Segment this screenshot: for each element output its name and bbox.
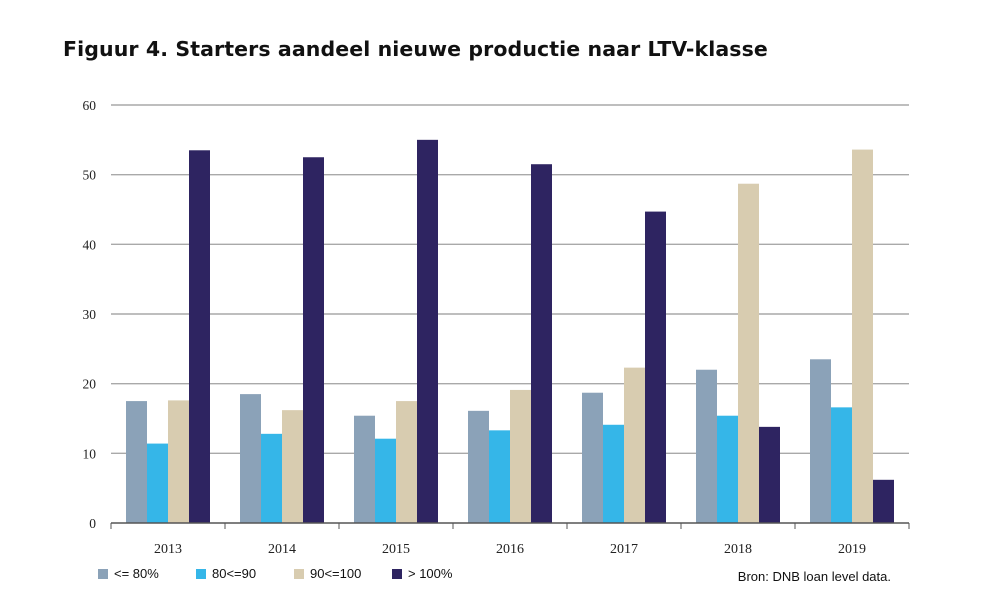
bar bbox=[126, 401, 147, 523]
y-tick-label: 30 bbox=[83, 307, 97, 322]
x-tick-label: 2014 bbox=[268, 542, 296, 557]
bar bbox=[189, 150, 210, 524]
bar bbox=[375, 438, 396, 523]
y-axis-ticks: 0 10 20 30 40 50 60 bbox=[83, 98, 97, 531]
bar bbox=[240, 394, 261, 523]
legend-item: <= 80% bbox=[98, 566, 196, 581]
bar bbox=[417, 139, 438, 524]
x-tick-label: 2013 bbox=[154, 542, 182, 557]
legend-swatch bbox=[196, 568, 206, 579]
chart-title: Figuur 4. Starters aandeel nieuwe produc… bbox=[63, 37, 768, 61]
x-tick-label: 2018 bbox=[724, 542, 752, 557]
legend: <= 80% 80<=90 90<=100 > 100% bbox=[98, 566, 490, 581]
bar bbox=[510, 389, 531, 523]
bar bbox=[645, 211, 666, 523]
bars bbox=[126, 139, 894, 524]
y-tick-label: 60 bbox=[83, 98, 97, 113]
legend-item: 90<=100 bbox=[294, 566, 392, 581]
bar bbox=[696, 369, 717, 523]
x-tick-label: 2017 bbox=[610, 542, 638, 557]
bar bbox=[603, 424, 624, 523]
y-tick-label: 20 bbox=[83, 377, 97, 392]
bar bbox=[354, 415, 375, 523]
bar bbox=[531, 164, 552, 523]
legend-label: <= 80% bbox=[114, 566, 159, 581]
bar bbox=[261, 433, 282, 523]
bar bbox=[831, 407, 852, 523]
x-tick-label: 2016 bbox=[496, 542, 524, 557]
source-note: Bron: DNB loan level data. bbox=[737, 569, 891, 584]
bar bbox=[282, 410, 303, 523]
legend-swatch bbox=[294, 568, 304, 579]
bar bbox=[582, 392, 603, 523]
y-tick-label: 10 bbox=[83, 446, 97, 461]
bar bbox=[852, 149, 873, 523]
y-tick-label: 0 bbox=[89, 516, 96, 531]
legend-swatch bbox=[392, 568, 402, 579]
legend-item: > 100% bbox=[392, 566, 490, 581]
bar bbox=[810, 359, 831, 523]
legend-label: 80<=90 bbox=[212, 566, 257, 581]
bar bbox=[759, 426, 780, 523]
bar bbox=[147, 443, 168, 523]
legend-swatch bbox=[98, 568, 108, 579]
bar bbox=[624, 367, 645, 523]
x-tick-label: 2015 bbox=[382, 542, 410, 557]
x-axis bbox=[110, 522, 910, 529]
y-tick-label: 40 bbox=[83, 237, 97, 252]
legend-label: > 100% bbox=[408, 566, 453, 581]
x-tick-label: 2019 bbox=[838, 542, 866, 557]
bar bbox=[738, 183, 759, 523]
bar bbox=[873, 479, 894, 523]
legend-item: 80<=90 bbox=[196, 566, 294, 581]
bar bbox=[468, 410, 489, 523]
bar bbox=[303, 157, 324, 523]
x-axis-labels: 2013 2014 2015 2016 2017 2018 2019 bbox=[154, 542, 866, 557]
bar bbox=[396, 401, 417, 523]
y-tick-label: 50 bbox=[83, 168, 97, 183]
bar bbox=[717, 415, 738, 523]
bar bbox=[168, 400, 189, 523]
legend-label: 90<=100 bbox=[310, 566, 362, 581]
bar bbox=[489, 430, 510, 523]
